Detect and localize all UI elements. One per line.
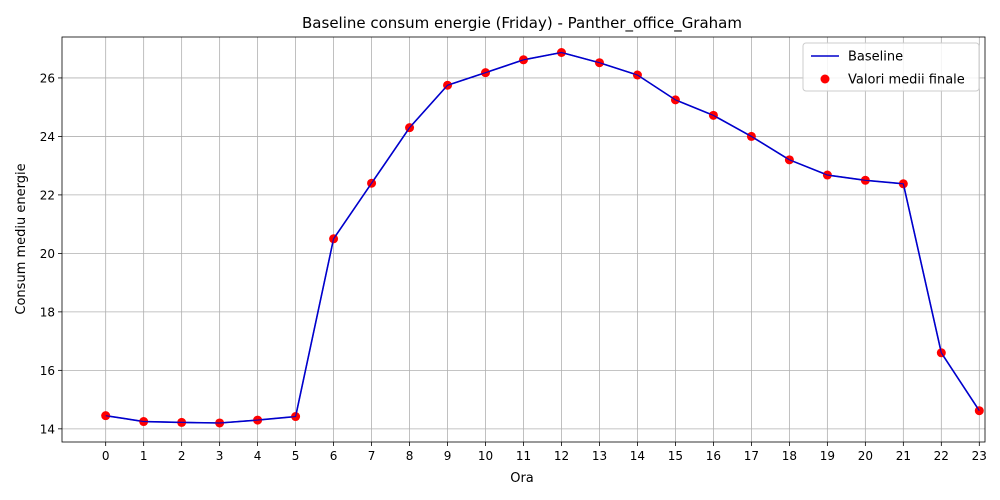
legend-frame (802, 42, 980, 92)
legend: Baseline Valori medii finale (802, 42, 980, 92)
x-axis-ticks: 0 1 2 3 4 5 6 7 8 9 10 11 12 13 14 15 16 17 18 19 20 21 22 23 (102, 442, 987, 463)
grid-lines (62, 37, 985, 442)
x-tick-label: 19 (820, 449, 835, 463)
x-tick-label: 15 (668, 449, 683, 463)
chart-title: Baseline consum energie (Friday) - Panth… (302, 14, 742, 33)
x-tick-label: 9 (444, 449, 452, 463)
y-tick-label: 20 (40, 247, 55, 261)
x-axis-title: Ora (510, 471, 534, 486)
x-tick-label: 8 (406, 449, 414, 463)
x-tick-label: 3 (216, 449, 224, 463)
y-axis-ticks: 14 16 18 20 22 24 26 (40, 71, 62, 436)
x-tick-label: 13 (592, 449, 607, 463)
x-tick-label: 18 (782, 449, 797, 463)
x-tick-label: 21 (896, 449, 911, 463)
x-tick-label: 6 (330, 449, 338, 463)
x-tick-label: 16 (706, 449, 721, 463)
series-layer (101, 47, 984, 428)
x-tick-label: 23 (972, 449, 987, 463)
legend-scatter-swatch (820, 74, 830, 84)
x-tick-label: 7 (368, 449, 376, 463)
y-tick-label: 26 (40, 71, 55, 85)
x-tick-label: 11 (516, 449, 531, 463)
x-tick-label: 10 (478, 449, 493, 463)
y-tick-label: 18 (40, 305, 55, 319)
legend-scatter-label: Valori medii finale (848, 73, 965, 88)
y-tick-label: 22 (40, 188, 55, 202)
baseline-series-line-overlay (105, 51, 980, 424)
x-tick-label: 4 (254, 449, 262, 463)
x-tick-label: 0 (102, 449, 110, 463)
x-tick-label: 2 (178, 449, 186, 463)
baseline-series-line (105, 51, 980, 424)
x-tick-label: 14 (630, 449, 645, 463)
y-tick-label: 16 (40, 364, 55, 378)
legend-baseline-label: Baseline (848, 50, 903, 65)
x-tick-label: 1 (140, 449, 148, 463)
x-tick-label: 5 (292, 449, 300, 463)
y-tick-label: 14 (40, 422, 55, 436)
x-tick-label: 20 (858, 449, 873, 463)
x-tick-label: 17 (744, 449, 759, 463)
y-tick-label: 24 (40, 130, 55, 144)
x-tick-label: 22 (934, 449, 949, 463)
y-axis-title: Consum mediu energie (14, 163, 29, 314)
x-tick-label: 12 (554, 449, 569, 463)
